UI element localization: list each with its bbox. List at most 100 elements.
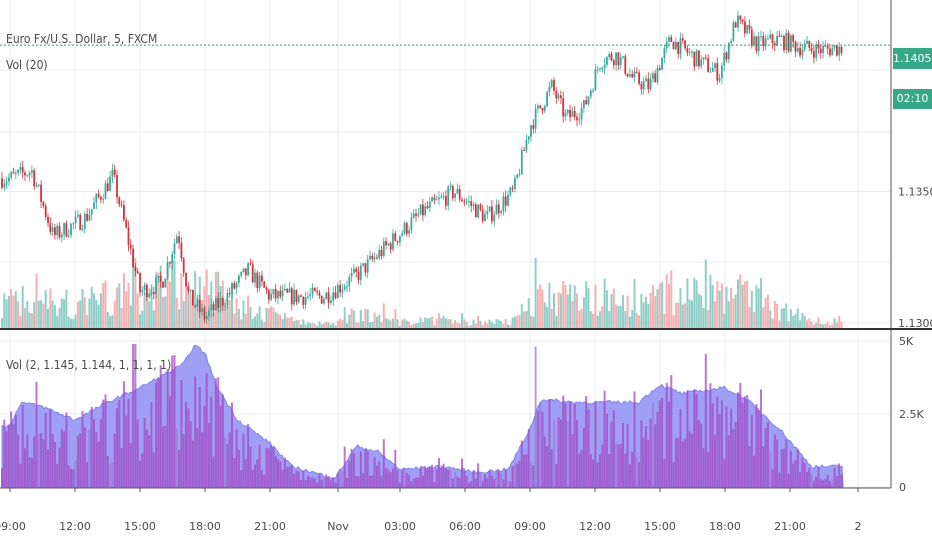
- candle: [382, 237, 385, 259]
- candle: [493, 211, 496, 227]
- volume-bar-top: [525, 311, 528, 328]
- candle: [56, 223, 59, 240]
- candle: [290, 286, 293, 311]
- volume-bar-top: [764, 297, 767, 328]
- candle-body: [585, 100, 588, 105]
- candle-body: [343, 286, 346, 290]
- volume-bar-lower: [355, 475, 358, 487]
- candle-body: [824, 45, 827, 47]
- candle: [74, 210, 77, 229]
- candle-body: [454, 193, 456, 198]
- candle: [412, 209, 415, 219]
- volume-bar-top: [691, 300, 693, 328]
- volume-bars-top: [1, 258, 843, 328]
- candle-body: [762, 36, 765, 47]
- volume-bar-lower: [150, 401, 153, 487]
- candle-body: [840, 46, 843, 53]
- volume-bar-lower: [801, 458, 804, 487]
- volume-bar-top: [332, 322, 335, 328]
- candle-body: [626, 73, 629, 77]
- volume-bar-lower: [251, 469, 254, 487]
- volume-bar-top: [612, 288, 615, 328]
- candle: [716, 57, 719, 85]
- volume-bar-lower: [3, 419, 6, 487]
- volume-bar-top: [603, 278, 606, 328]
- volume-bar-lower: [610, 421, 613, 487]
- candle: [785, 29, 788, 55]
- volume-bar-top: [684, 303, 687, 328]
- candle: [527, 136, 530, 144]
- volume-bar-top: [530, 315, 532, 328]
- volume-legend[interactable]: Vol (20): [6, 58, 48, 72]
- candle: [267, 288, 270, 304]
- volume-bar-top: [750, 291, 753, 328]
- candle-body: [794, 41, 797, 52]
- volume-bar-top: [589, 311, 592, 328]
- candle: [484, 209, 486, 222]
- volume-bar-top: [511, 317, 514, 328]
- volume-bar-lower: [741, 402, 744, 487]
- volume-bar-lower: [451, 478, 454, 487]
- candle: [587, 96, 590, 107]
- volume-bar-top: [244, 313, 247, 328]
- volume-bar-top: [778, 320, 781, 328]
- candle-body: [716, 63, 719, 81]
- volume-bar-top: [428, 317, 431, 328]
- volume-bar-top: [833, 318, 836, 328]
- candle: [150, 287, 153, 297]
- candle-body: [829, 48, 831, 56]
- volume-bar-lower: [155, 382, 158, 487]
- volume-bar-top: [440, 318, 443, 328]
- candle-body: [134, 266, 137, 272]
- symbol-legend[interactable]: Euro Fx/U.S. Dollar, 5, FXCM: [6, 32, 158, 46]
- candle: [470, 195, 473, 213]
- candle: [58, 222, 61, 240]
- volume-bar-lower: [815, 476, 818, 487]
- volume-bar-lower: [532, 465, 535, 487]
- candle: [668, 34, 670, 48]
- volume-bar-lower: [21, 405, 24, 487]
- volume-bar-top: [394, 308, 397, 328]
- candle-body: [8, 177, 10, 182]
- candle: [488, 206, 491, 213]
- candle-body: [518, 174, 521, 176]
- volume-bar-top: [136, 293, 139, 328]
- volume-bar-lower: [640, 420, 643, 487]
- candle-body: [141, 290, 144, 293]
- volume-bar-lower: [661, 397, 664, 487]
- volume-bar-top: [596, 315, 599, 328]
- volume-bar-lower: [270, 445, 273, 487]
- candle: [762, 31, 765, 52]
- time-tick-label: 18:00: [709, 520, 741, 533]
- candle-body: [162, 281, 164, 288]
- candle: [813, 44, 815, 64]
- candle-body: [355, 268, 358, 272]
- volume-bar-top: [626, 295, 629, 328]
- volume-bar-lower: [109, 463, 112, 487]
- candle-body: [799, 47, 801, 56]
- volume-bar-top: [458, 323, 461, 328]
- volume-bar-top: [47, 308, 49, 328]
- candle-body: [56, 225, 59, 235]
- volume-bar-lower: [70, 468, 72, 487]
- candle-body: [718, 77, 721, 81]
- lower-indicator-legend[interactable]: Vol (2, 1.145, 1.144, 1, 1, 1, 1): [6, 358, 172, 372]
- volume-bar-lower: [10, 411, 13, 487]
- volume-bar-top: [539, 284, 542, 328]
- volume-bar-top: [132, 258, 135, 328]
- candle: [389, 241, 392, 254]
- volume-bar-top: [702, 308, 705, 328]
- candle: [86, 208, 88, 223]
- candle: [571, 106, 574, 117]
- candle-body: [295, 289, 298, 303]
- volume-bar-top: [769, 310, 772, 328]
- candle-body: [382, 241, 385, 256]
- candle-body: [408, 230, 410, 234]
- volume-bar-lower: [465, 475, 468, 487]
- candle-body: [272, 289, 275, 295]
- candle: [435, 194, 438, 201]
- volume-bar-lower: [396, 470, 399, 487]
- candle-body: [562, 98, 565, 117]
- volume-bar-top: [86, 315, 89, 328]
